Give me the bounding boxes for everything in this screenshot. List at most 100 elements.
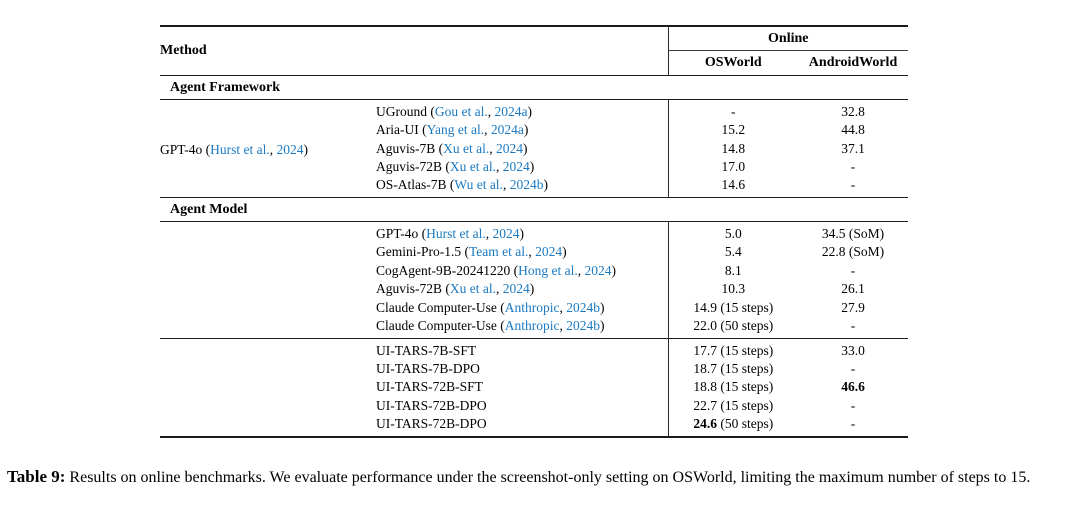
- cell-text: 17.7 (15 steps): [693, 342, 774, 358]
- osworld-value-cell: 18.7 (15 steps): [667, 359, 799, 379]
- citation-link[interactable]: Hong et al.: [518, 262, 578, 278]
- androidworld-value-cell: 46.6: [798, 378, 908, 396]
- table-row: Aguvis-72B (Xu et al., 2024) 17.0 -: [160, 157, 908, 177]
- osworld-value-cell: 14.6: [667, 176, 799, 198]
- table-row: Claude Computer-Use (Anthropic, 2024b) 22…: [160, 316, 908, 339]
- citation-link[interactable]: Xu et al.: [449, 281, 496, 297]
- cell-text: GPT-4o (: [160, 142, 211, 158]
- cell-text: ): [303, 142, 309, 158]
- citation-link[interactable]: 2024b: [509, 177, 544, 193]
- cell-text: 44.8: [841, 122, 865, 138]
- citation-link[interactable]: Team et al.: [468, 244, 529, 260]
- cell-text: Aguvis-72B (: [376, 281, 450, 297]
- osworld-value-cell: -: [667, 99, 799, 121]
- header-row-sub: OSWorld AndroidWorld: [160, 50, 908, 76]
- cell-text: 26.1: [841, 281, 865, 297]
- method-cell: OS-Atlas-7B (Wu et al., 2024b): [376, 176, 668, 198]
- table-row: UI-TARS-72B-DPO 22.7 (15 steps) -: [160, 396, 908, 415]
- table-row: Aguvis-72B (Xu et al., 2024) 10.3 26.1: [160, 279, 908, 299]
- citation-link[interactable]: Anthropic: [504, 299, 560, 315]
- cell-text: 34.5 (SoM): [821, 226, 885, 242]
- citation-link[interactable]: 2024: [502, 158, 530, 174]
- results-table: Method Online OSWorld AndroidWorld Agent…: [160, 25, 909, 438]
- table-row: GPT-4o (Hurst et al., 2024) UGround (Gou …: [160, 99, 908, 157]
- cell-text: ): [523, 122, 529, 138]
- androidworld-value-cell: 32.8: [798, 100, 908, 122]
- citation-link[interactable]: Wu et al.: [454, 177, 503, 193]
- androidworld-value-cell: -: [798, 262, 908, 280]
- cell-text: 8.1: [724, 262, 742, 278]
- cell-text: -: [850, 177, 856, 193]
- citation-link[interactable]: 2024: [276, 142, 304, 158]
- method-cell: UGround (Gou et al., 2024a): [376, 100, 668, 122]
- osworld-value-cell: 14.8: [667, 139, 799, 158]
- osworld-value-cell: 5.0: [667, 221, 799, 244]
- citation-link[interactable]: 2024a: [494, 104, 528, 119]
- citation-link[interactable]: Hurst et al.: [426, 226, 486, 242]
- citation-link[interactable]: Gou et al.: [434, 104, 488, 119]
- group-label-cell: [160, 337, 376, 437]
- cell-text: ): [611, 262, 617, 278]
- cell-text: 5.0: [724, 226, 742, 242]
- table-row: CogAgent-9B-20241220 (Hong et al., 2024)…: [160, 261, 908, 280]
- section-header-row: Agent Model: [160, 197, 909, 223]
- cell-text: Gemini-Pro-1.5 (: [376, 244, 469, 260]
- cell-text: ): [599, 299, 605, 315]
- androidworld-value-cell: 22.8 (SoM): [798, 243, 908, 261]
- citation-link[interactable]: 2024: [535, 244, 563, 260]
- cell-text: UI-TARS-72B-SFT: [376, 379, 483, 395]
- citation-link[interactable]: 2024: [492, 226, 520, 242]
- cell-text: -: [850, 415, 856, 431]
- osworld-value-cell: 17.7 (15 steps): [667, 337, 799, 360]
- citation-link[interactable]: 2024: [584, 262, 612, 278]
- cell-text: 10.3: [721, 281, 746, 297]
- cell-text: UI-TARS-72B-DPO: [376, 397, 487, 413]
- androidworld-value-cell: 33.0: [798, 337, 909, 360]
- cell-text: ,: [502, 177, 510, 193]
- cell-text: ,: [484, 122, 491, 138]
- citation-link[interactable]: Yang et al.: [426, 122, 485, 138]
- cell-text: 22.0 (50 steps): [693, 317, 774, 333]
- citation-link[interactable]: Anthropic: [504, 317, 560, 333]
- cell-text: -: [850, 317, 856, 333]
- citation-link[interactable]: Xu et al.: [449, 158, 496, 174]
- table-row: UI-TARS-7B-SFT 17.7 (15 steps) 33.0: [160, 337, 909, 437]
- cell-text: ,: [496, 158, 503, 174]
- method-cell: UI-TARS-7B-DPO: [376, 360, 668, 378]
- androidworld-value-cell: -: [798, 317, 908, 339]
- citation-link[interactable]: 2024: [502, 281, 530, 297]
- osworld-value-cell: 10.3: [667, 279, 799, 299]
- cell-text: ,: [577, 262, 585, 278]
- group-label-cell: [160, 222, 376, 339]
- cell-text: 27.9: [841, 299, 865, 315]
- citation-link[interactable]: 2024: [496, 140, 523, 156]
- cell-text: ): [543, 177, 548, 193]
- cell-text: Aguvis-7B (: [376, 140, 444, 156]
- cell-text: ): [529, 158, 535, 174]
- cell-text: (50 steps): [716, 415, 774, 431]
- cell-text: ,: [559, 317, 567, 333]
- table-row: Aria-UI (Yang et al., 2024a) 15.2 44.8: [160, 121, 908, 140]
- table-row: Gemini-Pro-1.5 (Team et al., 2024) 5.4 22.…: [160, 243, 908, 262]
- cell-text: UI-TARS-72B-DPO: [376, 415, 487, 431]
- cell-text: 22.7 (15 steps): [693, 397, 774, 413]
- method-cell: Claude Computer-Use (Anthropic, 2024b): [376, 298, 668, 316]
- osworld-value-cell: 15.2: [667, 121, 799, 140]
- citation-link[interactable]: Xu et al.: [443, 140, 490, 156]
- citation-link[interactable]: 2024b: [566, 299, 600, 315]
- section-header-label: Agent Model: [160, 197, 909, 223]
- osworld-value-cell: 8.1: [667, 261, 799, 280]
- androidworld-value-cell: -: [798, 158, 908, 176]
- method-cell: Aguvis-7B (Xu et al., 2024): [376, 139, 668, 157]
- cell-text: Aria-UI (: [376, 122, 427, 138]
- osworld-value-cell: 24.6 (50 steps): [667, 414, 799, 437]
- androidworld-value-cell: -: [798, 397, 908, 415]
- cell-text: ): [599, 317, 605, 333]
- citation-link[interactable]: 2024a: [490, 122, 524, 138]
- citation-link[interactable]: Hurst et al.: [210, 142, 270, 158]
- cell-text: 32.8: [841, 104, 865, 119]
- cell-text: 15.2: [721, 122, 746, 138]
- citation-link[interactable]: 2024b: [566, 317, 600, 333]
- cell-text: 37.1: [841, 140, 865, 156]
- cell-text: ): [529, 281, 535, 297]
